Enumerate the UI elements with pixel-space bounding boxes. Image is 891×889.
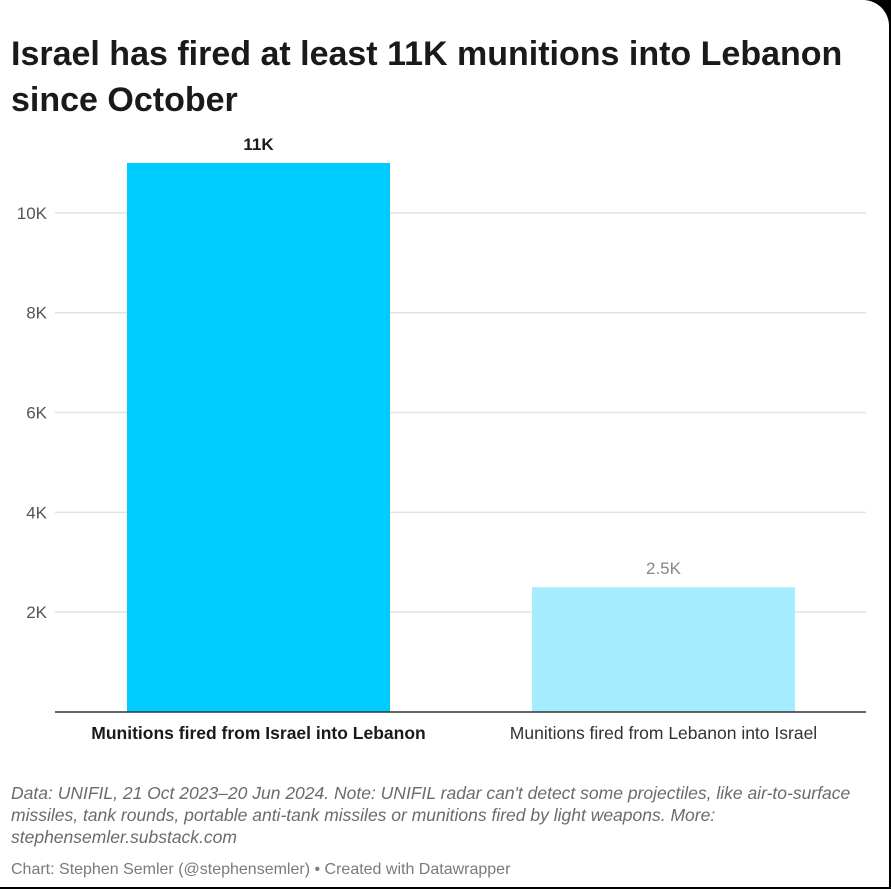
value-label: 2.5K [646,559,682,578]
y-axis-ticks: 2K 4K 6K 8K 10K [17,204,48,622]
x-tick-label: Munitions fired from Lebanon into Israel [510,723,817,743]
y-tick-label: 8K [26,304,47,323]
x-axis-labels: Munitions fired from Israel into Lebanon… [91,723,817,743]
value-labels: 11K 2.5K [243,135,681,578]
chart-credit: Chart: Stephen Semler (@stephensemler) •… [11,861,511,878]
source-note: Data: UNIFIL, 21 Oct 2023–20 Jun 2024. N… [11,783,851,847]
value-label: 11K [243,135,274,154]
y-tick-label: 10K [17,204,48,223]
y-tick-label: 2K [26,603,47,622]
bar [532,587,795,712]
chart-title: Israel has fired at least 11K munitions … [11,35,843,119]
bars [127,163,795,712]
y-tick-label: 6K [26,404,47,423]
x-tick-label: Munitions fired from Israel into Lebanon [91,723,425,743]
y-tick-label: 4K [26,503,47,522]
bar [127,163,390,712]
bar-chart: 2K 4K 6K 8K 10K 11K 2.5K Munitions fired from… [17,135,866,743]
